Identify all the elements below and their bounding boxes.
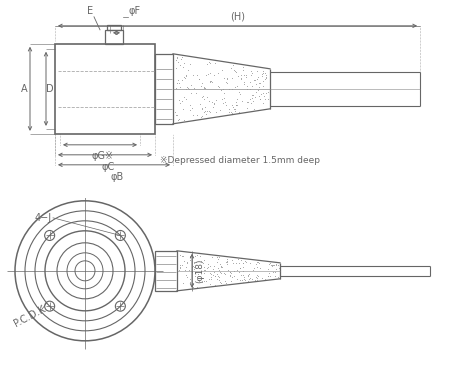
- Text: (H): (H): [230, 12, 244, 22]
- Text: φC: φC: [101, 162, 115, 172]
- Text: E: E: [87, 6, 93, 16]
- Text: φG※: φG※: [92, 151, 114, 161]
- Text: D: D: [46, 84, 54, 94]
- Text: φB: φB: [110, 172, 124, 182]
- Bar: [155, 251, 177, 291]
- Bar: [155, 54, 173, 124]
- Text: ※Depressed diameter 1.5mm deep: ※Depressed diameter 1.5mm deep: [160, 156, 319, 165]
- Text: 4−J: 4−J: [35, 213, 52, 223]
- Text: (φ18): (φ18): [194, 258, 203, 283]
- Bar: [107, 25, 121, 30]
- Bar: [55, 44, 155, 134]
- Text: A: A: [21, 84, 27, 94]
- Bar: [105, 30, 123, 44]
- Text: φF: φF: [129, 6, 141, 16]
- Text: P.C.D.K: P.C.D.K: [12, 303, 47, 328]
